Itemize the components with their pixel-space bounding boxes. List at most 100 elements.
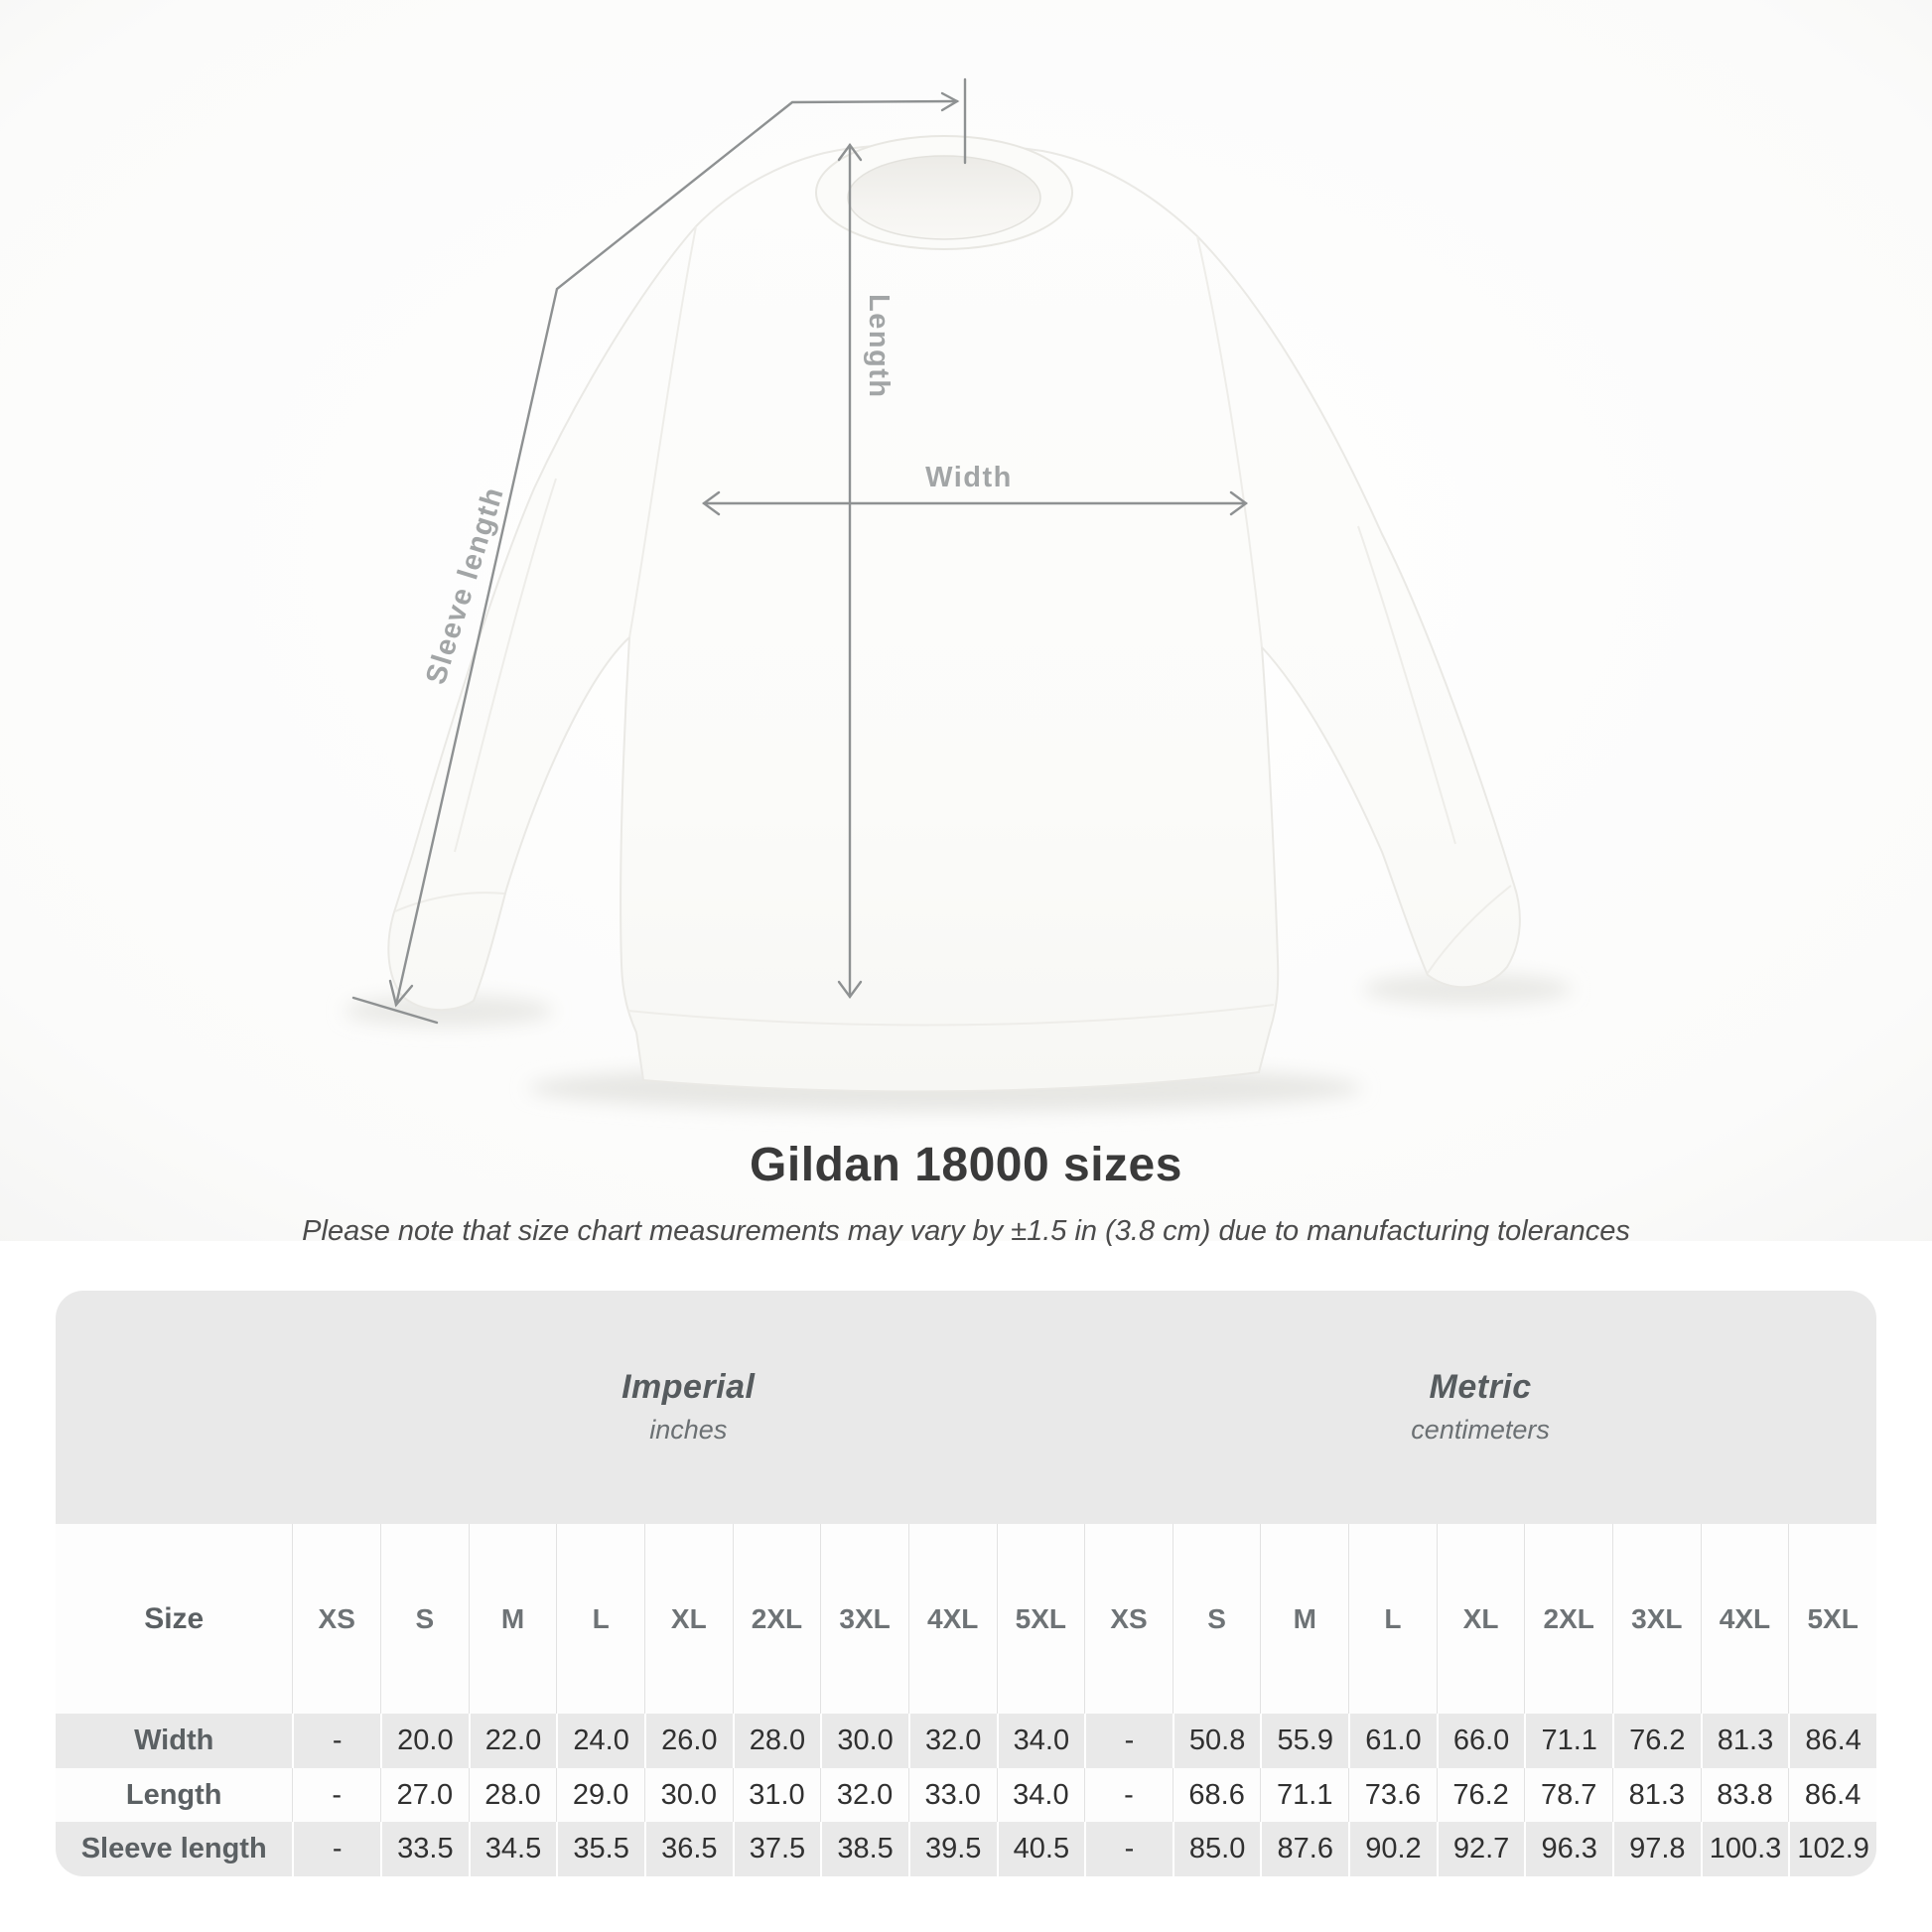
measurement-value: 100.3 (1700, 1822, 1789, 1876)
size-column-header: S (1172, 1523, 1261, 1715)
measurement-label: Sleeve length (56, 1822, 293, 1876)
measurement-value: 61.0 (1348, 1714, 1437, 1768)
measurement-value: 39.5 (907, 1822, 997, 1876)
measurement-value: - (1084, 1714, 1173, 1768)
size-header-row: Size XS S M L XL 2XL 3XL 4XL 5XL XS S M L XL 2XL 3XL 4XL… (56, 1523, 1876, 1715)
measurement-value: 32.0 (907, 1714, 997, 1768)
size-column-header: 5XL (996, 1523, 1085, 1715)
measurement-value: 90.2 (1348, 1822, 1437, 1876)
size-column-header: 2XL (732, 1523, 821, 1715)
measurement-value: 28.0 (468, 1767, 557, 1823)
size-column-header: XS (1084, 1523, 1173, 1715)
measurement-value: 68.6 (1172, 1767, 1261, 1823)
measurement-value: 86.4 (1788, 1767, 1876, 1823)
measurement-value: 55.9 (1260, 1714, 1349, 1768)
measurement-value: 34.5 (468, 1822, 557, 1876)
size-column-header: 4XL (907, 1523, 997, 1715)
size-table: Imperial inches Metric centimeters Size … (56, 1291, 1876, 1876)
measurement-value: 36.5 (643, 1822, 733, 1876)
imperial-header: Imperial inches (292, 1291, 1085, 1524)
measurement-value: 50.8 (1172, 1714, 1261, 1768)
measurement-value: 30.0 (643, 1767, 733, 1823)
measurement-value: 20.0 (380, 1714, 469, 1768)
size-column-header: 2XL (1524, 1523, 1613, 1715)
collar-opening (847, 155, 1041, 240)
size-header-label: Size (56, 1523, 293, 1715)
measurement-value: 24.0 (556, 1714, 644, 1768)
measurement-label: Width (56, 1714, 293, 1768)
size-table-container: Imperial inches Metric centimeters Size … (56, 1291, 1876, 1876)
measurement-value: 28.0 (732, 1714, 821, 1768)
measurement-value: 38.5 (820, 1822, 908, 1876)
length-label: Length (863, 294, 895, 399)
metric-unit-label: centimeters (1411, 1415, 1550, 1446)
measurement-value: 66.0 (1436, 1714, 1525, 1768)
size-column-header: 3XL (1612, 1523, 1701, 1715)
size-column-header: L (556, 1523, 644, 1715)
sweatshirt-image (387, 135, 1521, 1093)
measurement-value: 86.4 (1788, 1714, 1876, 1768)
measurement-label: Length (56, 1767, 293, 1823)
size-column-header: XL (643, 1523, 733, 1715)
size-column-header: XL (1436, 1523, 1525, 1715)
measurement-value: 85.0 (1172, 1822, 1261, 1876)
tolerance-note: Please note that size chart measurements… (302, 1215, 1630, 1247)
size-column-header: 3XL (820, 1523, 908, 1715)
unit-header-row: Imperial inches Metric centimeters (56, 1291, 1876, 1524)
measurement-value: 71.1 (1260, 1767, 1349, 1823)
measurement-value: 92.7 (1436, 1822, 1525, 1876)
size-column-header: 4XL (1700, 1523, 1789, 1715)
length-arrow (837, 142, 863, 1000)
metric-header: Metric centimeters (1084, 1291, 1876, 1524)
measurement-value: 83.8 (1700, 1767, 1789, 1823)
measurement-value: 34.0 (996, 1714, 1085, 1768)
measurement-value: 30.0 (820, 1714, 908, 1768)
sleeve-length-arrow (351, 77, 967, 1025)
measurement-value: - (292, 1714, 381, 1768)
measurement-value: 76.2 (1436, 1767, 1525, 1823)
measurement-value: 33.5 (380, 1822, 469, 1876)
measurement-value: 27.0 (380, 1767, 469, 1823)
measurement-value: 76.2 (1612, 1714, 1701, 1768)
measurement-value: 81.3 (1700, 1714, 1789, 1768)
measurement-value: - (1084, 1767, 1173, 1823)
size-column-header: M (468, 1523, 557, 1715)
width-label: Width (925, 462, 1013, 493)
measurement-value: 29.0 (556, 1767, 644, 1823)
sweatshirt-diagram: Length Width Sleeve length (0, 0, 1932, 1241)
measurement-value: 22.0 (468, 1714, 557, 1768)
measurement-value: 78.7 (1524, 1767, 1613, 1823)
measurement-value: 73.6 (1348, 1767, 1437, 1823)
imperial-label: Imperial (621, 1368, 756, 1407)
width-arrow (701, 490, 1249, 516)
chart-title: Gildan 18000 sizes (750, 1139, 1182, 1191)
measurement-value: 102.9 (1788, 1822, 1876, 1876)
size-column-header: M (1260, 1523, 1349, 1715)
measurement-row: Length -27.0 28.0 29.0 30.0 31.0 32.0 33.0 34.0-… (56, 1767, 1876, 1823)
table-corner-cell (56, 1291, 293, 1524)
size-column-header: 5XL (1788, 1523, 1876, 1715)
measurement-value: 32.0 (820, 1767, 908, 1823)
metric-label: Metric (1429, 1368, 1532, 1407)
measurement-value: 31.0 (732, 1767, 821, 1823)
measurement-value: 97.8 (1612, 1822, 1701, 1876)
measurement-value: 71.1 (1524, 1714, 1613, 1768)
measurement-value: 40.5 (996, 1822, 1085, 1876)
measurement-value: 96.3 (1524, 1822, 1613, 1876)
imperial-unit-label: inches (649, 1415, 728, 1446)
measurement-row: Sleeve length -33.5 34.5 35.5 36.5 37.5 38.5 39… (56, 1822, 1876, 1876)
size-column-header: S (380, 1523, 469, 1715)
measurement-value: 81.3 (1612, 1767, 1701, 1823)
measurement-value: - (292, 1767, 381, 1823)
size-column-header: XS (292, 1523, 381, 1715)
garment-seams (394, 225, 1512, 1027)
measurement-row: Width -20.0 22.0 24.0 26.0 28.0 30.0 32.0 34.0-5… (56, 1714, 1876, 1768)
measurement-value: 26.0 (643, 1714, 733, 1768)
measurement-value: - (292, 1822, 381, 1876)
measurement-value: 35.5 (556, 1822, 644, 1876)
measurement-value: 87.6 (1260, 1822, 1349, 1876)
size-column-header: L (1348, 1523, 1437, 1715)
measurement-value: - (1084, 1822, 1173, 1876)
measurement-value: 33.0 (907, 1767, 997, 1823)
